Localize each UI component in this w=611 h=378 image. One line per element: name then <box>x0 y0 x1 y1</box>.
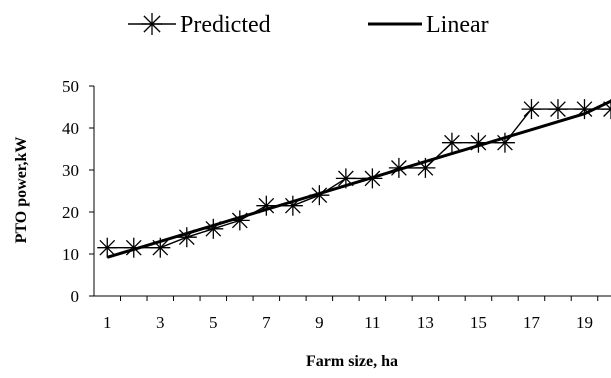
marker-stroke <box>444 134 460 151</box>
marker-stroke <box>523 101 540 117</box>
y-tick-label: 40 <box>62 119 79 138</box>
predicted-point <box>388 157 409 178</box>
marker-stroke <box>391 160 407 176</box>
legend-predicted-label: Predicted <box>180 12 271 38</box>
marker-stroke <box>417 160 434 176</box>
marker-stroke <box>125 239 142 256</box>
series-layer <box>97 99 611 259</box>
predicted-point <box>176 227 197 248</box>
x-tick-label: 15 <box>470 313 487 332</box>
legend: Predicted Linear <box>128 12 489 38</box>
x-tick-label: 1 <box>103 313 112 332</box>
x-tick-label: 17 <box>523 313 541 332</box>
marker-stroke <box>497 134 513 151</box>
x-tick-label: 13 <box>417 313 434 332</box>
x-tick-label: 19 <box>576 313 593 332</box>
series-linear <box>106 99 611 259</box>
y-axis-ticks: 0 10 20 30 40 50 <box>62 77 94 306</box>
marker-stroke <box>311 187 328 204</box>
predicted-point <box>282 195 303 216</box>
series-predicted <box>97 99 611 258</box>
linear-trend-line <box>106 99 611 259</box>
x-tick-label: 9 <box>315 313 324 332</box>
y-tick-label: 30 <box>62 161 79 180</box>
predicted-point <box>441 132 462 153</box>
marker-stroke <box>152 239 169 256</box>
legend-predicted-marker <box>141 13 163 35</box>
y-tick-label: 10 <box>62 245 79 264</box>
predicted-point <box>547 99 568 120</box>
marker-stroke <box>143 15 161 33</box>
axes <box>93 86 611 297</box>
marker-stroke <box>338 170 354 187</box>
x-axis-title: Farm size, ha <box>306 353 398 370</box>
predicted-point <box>521 99 542 120</box>
x-tick-label: 11 <box>364 313 380 332</box>
y-tick-label: 20 <box>62 203 79 222</box>
x-axis-ticks: 1 3 5 7 9 11 13 15 17 19 <box>103 296 599 332</box>
y-tick-label: 50 <box>62 77 79 96</box>
marker-stroke <box>99 239 116 256</box>
x-tick-label: 5 <box>209 313 218 332</box>
legend-linear-label: Linear <box>426 12 489 38</box>
legend-asterisk-marker <box>141 13 163 35</box>
predicted-line <box>107 108 611 249</box>
marker-stroke <box>603 108 611 117</box>
x-tick-label: 7 <box>262 313 271 332</box>
y-tick-label: 0 <box>71 287 80 306</box>
x-tick-label: 3 <box>156 313 165 332</box>
predicted-point <box>97 237 118 258</box>
y-axis-title: PTO power,kW <box>13 137 30 244</box>
marker-stroke <box>550 101 566 117</box>
